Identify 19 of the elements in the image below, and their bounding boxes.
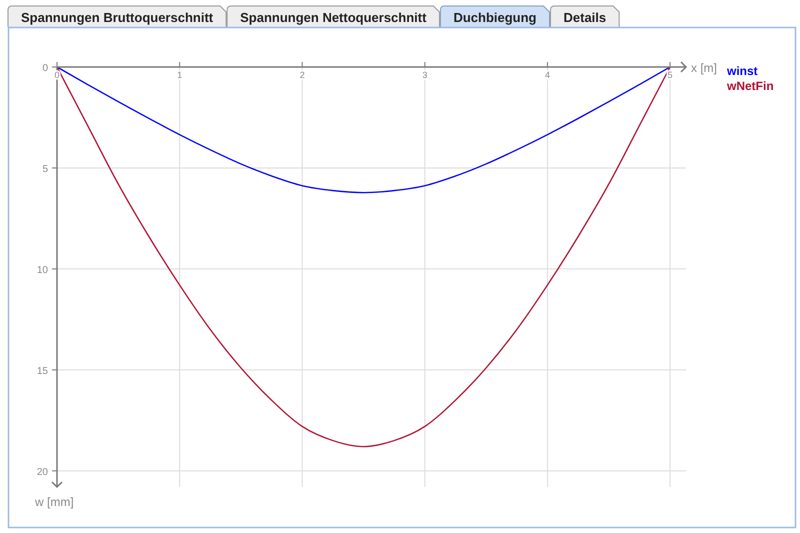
x-tick-label: 2 (300, 70, 305, 80)
y-axis-title: w [mm] (34, 495, 74, 509)
x-tick-label: 5 (668, 70, 673, 80)
text: Details (564, 10, 606, 25)
y-tick-label: 10 (36, 264, 48, 276)
x-tick-label: 1 (177, 70, 182, 80)
y-tick-label: 5 (42, 164, 48, 175)
text: Spannungen Bruttoquerschnitt (21, 10, 214, 25)
text: winst (726, 64, 758, 78)
text: Spannungen Nettoquerschnitt (240, 10, 428, 25)
line-series (56, 66, 671, 448)
x-axis-title: x [m] (691, 61, 717, 75)
y-tick-label: 20 (36, 466, 48, 478)
text: wNetFin (726, 79, 774, 93)
y-tick-label: 15 (36, 366, 48, 377)
line-series (56, 66, 671, 194)
x-tick-label: 3 (422, 70, 428, 80)
text: Duchbiegung (453, 10, 537, 25)
x-tick-label: 4 (544, 70, 550, 80)
